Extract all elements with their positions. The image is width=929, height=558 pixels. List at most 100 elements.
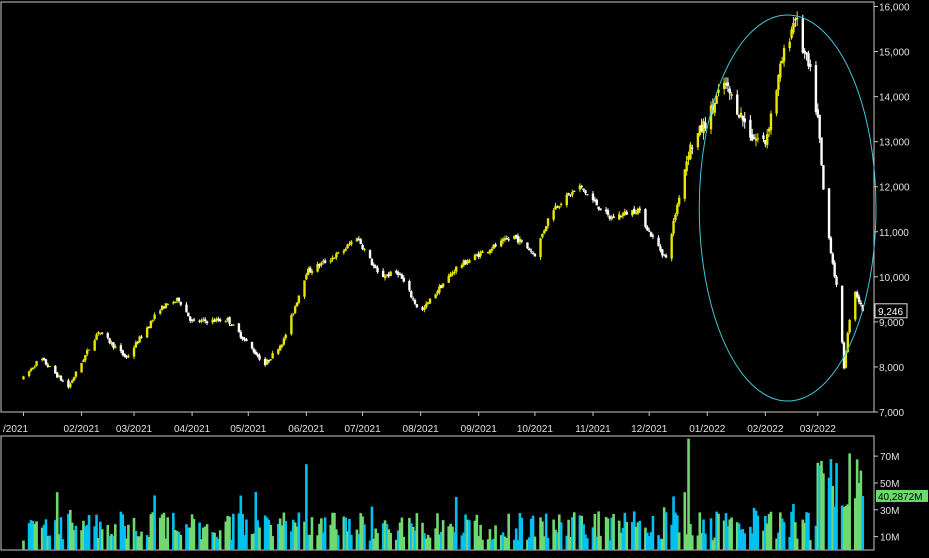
volume-bar bbox=[426, 534, 430, 550]
candle-body bbox=[593, 199, 597, 201]
candle-body bbox=[848, 320, 851, 333]
volume-bar bbox=[492, 538, 496, 550]
volume-bar bbox=[125, 538, 128, 550]
candle-body bbox=[185, 304, 188, 313]
candle-body bbox=[807, 53, 810, 67]
candle-body bbox=[187, 312, 190, 317]
candle-body bbox=[664, 255, 668, 258]
candle-body bbox=[278, 345, 282, 351]
volume-bar bbox=[556, 532, 559, 550]
volume-bar bbox=[355, 529, 359, 550]
volume-bar bbox=[518, 513, 522, 550]
volume-bar bbox=[33, 523, 37, 550]
volume-bar bbox=[795, 538, 799, 550]
candle-body bbox=[372, 264, 376, 267]
volume-bar bbox=[593, 513, 597, 550]
candle-body bbox=[818, 115, 821, 139]
candle-body bbox=[134, 342, 138, 348]
candle-body bbox=[370, 259, 374, 265]
volume-bar bbox=[829, 459, 833, 550]
candle-body bbox=[284, 334, 287, 339]
candle-body bbox=[552, 210, 555, 220]
candle-body bbox=[95, 334, 98, 340]
candle-body bbox=[769, 113, 773, 131]
candle-body bbox=[303, 280, 306, 297]
volume-bar bbox=[95, 514, 98, 550]
volume-bar bbox=[203, 526, 207, 550]
candle-body bbox=[398, 273, 402, 275]
candle-body bbox=[468, 260, 471, 264]
volume-bar bbox=[584, 534, 587, 550]
candle-body bbox=[243, 338, 246, 340]
volume-bar bbox=[80, 530, 83, 550]
volume-bar bbox=[631, 522, 634, 550]
volume-bar bbox=[466, 519, 469, 550]
volume-bar bbox=[290, 531, 293, 550]
volume-bar bbox=[835, 463, 838, 550]
volume-bar bbox=[269, 524, 273, 550]
volume-bar bbox=[638, 520, 642, 550]
candle-body bbox=[702, 120, 705, 134]
volume-bar bbox=[582, 524, 585, 550]
volume-bar bbox=[750, 533, 754, 550]
candle-body bbox=[659, 246, 662, 251]
candle-body bbox=[82, 360, 85, 362]
volume-bar bbox=[98, 521, 102, 550]
candle-body bbox=[691, 147, 694, 149]
volume-bar bbox=[359, 513, 362, 550]
volume-bar bbox=[777, 532, 780, 550]
candle-body bbox=[69, 383, 72, 388]
volume-bar bbox=[46, 536, 50, 550]
volume-bar bbox=[211, 532, 214, 550]
volume-bar bbox=[704, 533, 707, 550]
candle-body bbox=[337, 252, 340, 254]
candle-body bbox=[597, 206, 600, 209]
volume-bar bbox=[258, 527, 261, 550]
candle-body bbox=[449, 273, 452, 277]
volume-bar bbox=[140, 531, 143, 550]
volume-bar bbox=[664, 512, 668, 550]
candle-body bbox=[612, 216, 615, 219]
candle-body bbox=[646, 226, 649, 231]
volume-bar bbox=[468, 520, 471, 550]
volume-bar bbox=[188, 527, 192, 550]
candle-body bbox=[440, 285, 443, 289]
candle-body bbox=[726, 82, 730, 86]
volume-bar bbox=[840, 505, 844, 550]
volume-bar bbox=[792, 503, 795, 550]
candle-body bbox=[245, 339, 248, 342]
volume-bar bbox=[739, 529, 743, 550]
candle-body bbox=[473, 254, 477, 260]
candle-body bbox=[136, 342, 139, 344]
candle-body bbox=[42, 358, 46, 361]
candle-body bbox=[57, 375, 61, 378]
volume-bar bbox=[591, 527, 595, 550]
volume-bar bbox=[687, 438, 690, 550]
candle-body bbox=[415, 304, 419, 308]
candle-body bbox=[634, 212, 638, 214]
candle-body bbox=[402, 277, 405, 282]
volume-bar bbox=[599, 535, 602, 550]
volume-bar bbox=[853, 498, 857, 550]
volume-bar bbox=[175, 531, 179, 550]
volume-bar bbox=[119, 511, 123, 550]
candle-body bbox=[132, 347, 136, 357]
candle-body bbox=[698, 125, 701, 136]
y-tick-label: 10,000 bbox=[879, 273, 910, 284]
volume-bar bbox=[293, 522, 297, 550]
candle-body bbox=[100, 332, 104, 334]
volume-bar bbox=[623, 512, 627, 550]
candle-body bbox=[516, 236, 520, 243]
volume-bar bbox=[674, 512, 677, 550]
candle-body bbox=[175, 297, 179, 301]
volume-bar bbox=[336, 535, 340, 550]
volume-bar bbox=[501, 532, 505, 550]
x-tick-label: 09/2021 bbox=[461, 424, 498, 435]
candle-body bbox=[125, 355, 128, 358]
volume-bar bbox=[153, 495, 156, 550]
candle-body bbox=[501, 239, 505, 242]
volume-bar bbox=[646, 532, 649, 550]
candle-body bbox=[250, 342, 254, 349]
candle-body bbox=[413, 300, 417, 304]
candle-body bbox=[842, 342, 846, 369]
